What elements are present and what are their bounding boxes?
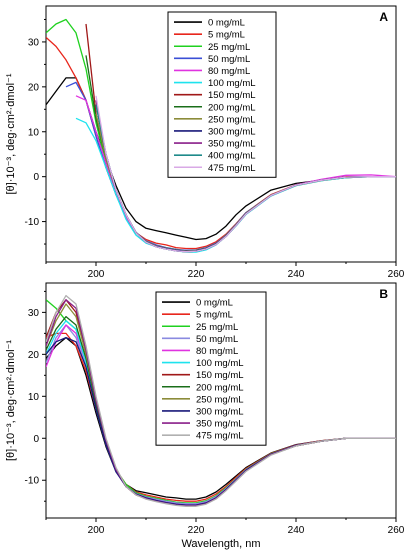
- y-tick-label: 0: [33, 172, 39, 183]
- legend-label: 50 mg/mL: [208, 54, 250, 65]
- legend-label: 5 mg/mL: [208, 30, 245, 41]
- series-lines: [46, 18, 396, 253]
- legend-label: 300 mg/mL: [208, 126, 256, 137]
- y-tick-label: 30: [28, 308, 40, 319]
- plot-frame: [45, 282, 397, 519]
- x-tick-label: 200: [88, 525, 105, 536]
- legend-label: 100 mg/mL: [208, 78, 256, 89]
- y-tick-label: 30: [28, 37, 40, 48]
- plot-frame: [45, 5, 397, 263]
- y-tick-label: -10: [25, 476, 40, 487]
- legend-label: 0 mg/mL: [196, 298, 233, 309]
- legend-label: 5 mg/mL: [196, 310, 233, 321]
- legend-label: 80 mg/mL: [196, 346, 238, 357]
- y-tick-label: 10: [28, 392, 40, 403]
- x-axis-label: Wavelength, nm: [181, 538, 260, 550]
- x-tick-label: 240: [288, 525, 305, 536]
- series-lines: [46, 294, 396, 507]
- legend-label: 0 mg/mL: [208, 18, 245, 29]
- legend-label: 200 mg/mL: [196, 382, 244, 393]
- chart-panel-B: 200 220 240 260 -10 0 10 20 30 [θ]·10⁻³, deg·cm²·…: [5, 282, 405, 550]
- legend-label: 300 mg/mL: [196, 406, 244, 417]
- x-tick-label: 260: [388, 525, 405, 536]
- legend-label: 200 mg/mL: [208, 102, 256, 113]
- y-tick-label: 20: [28, 350, 40, 361]
- chart-panel-A: 200 220 240 260 -10 0 10 20 30 [θ]·10⁻³, deg·cm²·…: [5, 5, 405, 280]
- legend-label: 250 mg/mL: [196, 394, 244, 405]
- legend-label: 250 mg/mL: [208, 114, 256, 125]
- legend-label: 350 mg/mL: [196, 419, 244, 430]
- legend-label: 475 mg/mL: [208, 163, 256, 174]
- y-tick-label: 10: [28, 127, 40, 138]
- x-tick-label: 220: [188, 269, 205, 280]
- x-tick-label: 260: [388, 269, 405, 280]
- y-tick-label: -10: [25, 217, 40, 228]
- panel-letter: B: [379, 287, 388, 301]
- x-tick-label: 240: [288, 269, 305, 280]
- x-tick-label: 220: [188, 525, 205, 536]
- y-axis-label: [θ]·10⁻³, deg·cm²·dmol⁻¹: [5, 73, 17, 194]
- legend-label: 100 mg/mL: [196, 358, 244, 369]
- series-line: [46, 294, 396, 507]
- series-line: [95, 95, 396, 253]
- y-tick-label: 0: [33, 434, 39, 445]
- legend-label: 400 mg/mL: [208, 151, 256, 162]
- legend-label: 50 mg/mL: [196, 334, 238, 345]
- legend-label: 350 mg/mL: [208, 139, 256, 150]
- x-tick-label: 200: [88, 269, 105, 280]
- legend-box: [155, 291, 267, 446]
- legend-label: 80 mg/mL: [208, 66, 250, 77]
- legend-label: 25 mg/mL: [196, 322, 238, 333]
- legend-label: 25 mg/mL: [208, 42, 250, 53]
- panel-letter: A: [379, 10, 388, 24]
- legend-label: 475 mg/mL: [196, 431, 244, 442]
- y-axis-label: [θ]·10⁻³, deg·cm²·dmol⁻¹: [5, 340, 17, 461]
- legend-label: 150 mg/mL: [208, 90, 256, 101]
- legend-label: 150 mg/mL: [196, 370, 244, 381]
- y-tick-label: 20: [28, 82, 40, 93]
